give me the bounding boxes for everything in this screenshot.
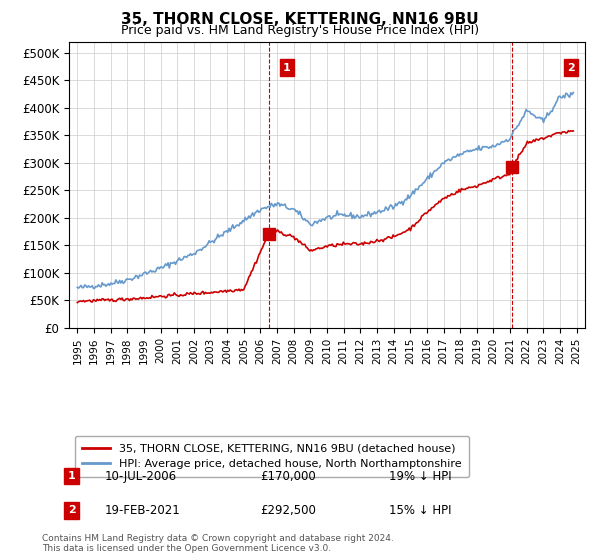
- Text: 19-FEB-2021: 19-FEB-2021: [105, 504, 181, 517]
- Text: 35, THORN CLOSE, KETTERING, NN16 9BU: 35, THORN CLOSE, KETTERING, NN16 9BU: [121, 12, 479, 27]
- Text: 1: 1: [283, 63, 291, 73]
- Text: £170,000: £170,000: [260, 470, 316, 483]
- Legend: 35, THORN CLOSE, KETTERING, NN16 9BU (detached house), HPI: Average price, detac: 35, THORN CLOSE, KETTERING, NN16 9BU (de…: [74, 436, 469, 477]
- Text: 2: 2: [68, 505, 76, 515]
- Text: 2: 2: [567, 63, 575, 73]
- Text: 1: 1: [68, 471, 76, 481]
- Text: Contains HM Land Registry data © Crown copyright and database right 2024.
This d: Contains HM Land Registry data © Crown c…: [42, 534, 394, 553]
- Text: 15% ↓ HPI: 15% ↓ HPI: [389, 504, 451, 517]
- Text: 19% ↓ HPI: 19% ↓ HPI: [389, 470, 452, 483]
- Text: 10-JUL-2006: 10-JUL-2006: [105, 470, 177, 483]
- Text: Price paid vs. HM Land Registry's House Price Index (HPI): Price paid vs. HM Land Registry's House …: [121, 24, 479, 37]
- Text: £292,500: £292,500: [260, 504, 316, 517]
